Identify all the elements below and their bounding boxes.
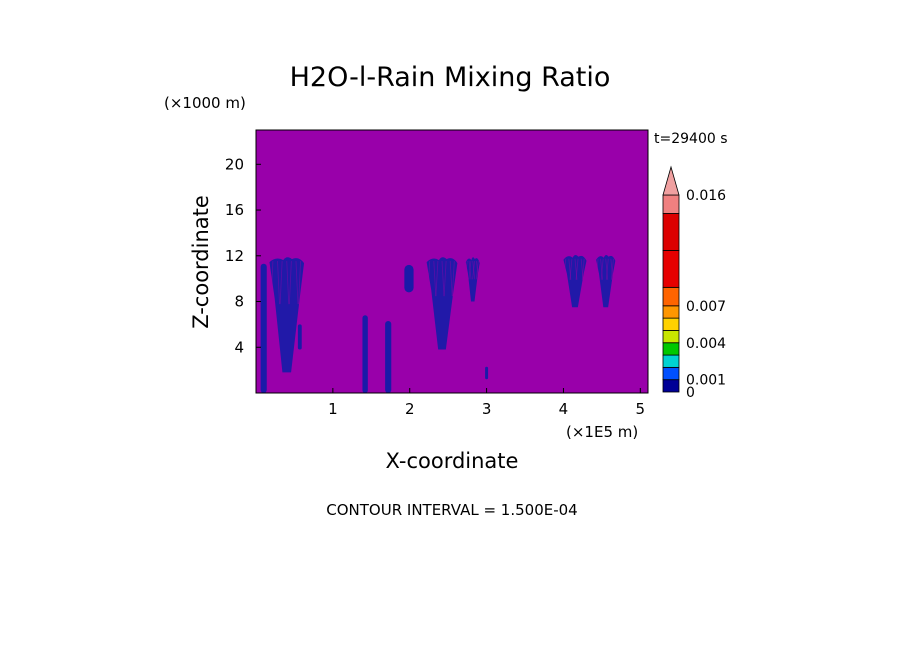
y-tick-label: 16 <box>225 201 244 219</box>
colorbar-swatch <box>662 379 680 393</box>
colorbar-tick-label: 0.016 <box>686 188 726 204</box>
rain-column <box>404 264 414 293</box>
x-tick-label: 1 <box>328 400 338 418</box>
y-axis: 4 8 12 16 20 <box>225 155 261 356</box>
rain-streak <box>472 261 476 280</box>
rain-streak <box>295 261 299 305</box>
rain-streak <box>435 261 439 297</box>
rain-column-shape <box>385 320 392 393</box>
rain-streak <box>451 261 455 297</box>
rain-column-shape <box>260 263 267 393</box>
rain-streak <box>449 261 453 297</box>
rain-column <box>260 263 267 393</box>
rain-column-shape <box>485 366 489 380</box>
rain-column-shape <box>563 255 587 308</box>
colorbar-swatch <box>662 354 680 368</box>
rain-streak <box>563 258 567 280</box>
rain-column-shape <box>465 257 480 302</box>
rain-streak <box>600 258 603 280</box>
rain-streak <box>441 261 445 297</box>
rain-streak <box>464 261 468 280</box>
time-label: t=29400 s <box>654 131 728 147</box>
y-tick-label: 4 <box>234 338 244 356</box>
rain-column <box>269 257 305 373</box>
rain-column <box>485 366 489 380</box>
y-axis-label: Z-coordinate <box>189 195 213 329</box>
rain-layer <box>260 255 616 393</box>
rain-streak <box>472 261 475 280</box>
x-tick-label: 5 <box>636 400 646 418</box>
colorbar-extend-triangle <box>662 165 680 196</box>
rain-streak <box>286 261 290 305</box>
rain-streak <box>610 258 614 280</box>
plot-frame <box>255 129 649 394</box>
colorbar-swatch <box>662 213 680 251</box>
colorbar-tick-label: 0.007 <box>686 299 726 315</box>
rain-streak <box>574 258 578 280</box>
y-tick-label: 12 <box>225 247 244 265</box>
rain-column-shape <box>426 257 458 350</box>
rain-streak <box>575 258 579 280</box>
rain-streak <box>580 258 584 280</box>
rain-streak <box>475 261 479 280</box>
y-tick-label: 8 <box>234 293 244 311</box>
rain-column <box>362 315 368 393</box>
rain-column-shape <box>362 315 368 393</box>
colorbar-swatch <box>662 317 680 331</box>
y-tick-label: 20 <box>225 155 244 173</box>
rain-column <box>563 255 587 308</box>
rain-streak <box>288 261 292 305</box>
rain-streak <box>277 261 280 305</box>
rain-streak <box>605 258 609 280</box>
rain-streak <box>568 258 572 280</box>
x-axis: 1 2 3 4 5 <box>328 388 645 418</box>
rain-streak <box>595 258 599 280</box>
rain-column-shape <box>596 255 616 308</box>
rain-streak <box>569 258 573 280</box>
colorbar-swatch <box>662 366 680 381</box>
rain-column <box>426 257 458 350</box>
colorbar-swatch <box>662 330 680 344</box>
plot-area <box>255 129 649 394</box>
x-tick-label: 4 <box>559 400 569 418</box>
rain-column-shape <box>404 264 414 293</box>
colorbar-swatch <box>662 305 680 319</box>
rain-streak <box>427 261 431 297</box>
rain-streak <box>611 258 614 280</box>
x-units-label: (×1E5 m) <box>566 423 638 441</box>
x-tick-label: 3 <box>482 400 492 418</box>
rain-column-shape <box>297 324 302 350</box>
colorbar-swatch <box>662 342 680 356</box>
rain-column <box>297 324 302 350</box>
rain-column-shape <box>269 257 305 373</box>
rain-streak <box>476 261 479 280</box>
rain-streak <box>468 261 472 280</box>
colorbar-swatch <box>662 286 680 307</box>
colorbar-swatch <box>662 250 680 288</box>
colorbar: 00.001 0.004 0.007 0.016 <box>662 165 726 401</box>
colorbar-tick-label: 0.001 <box>686 373 726 389</box>
colorbar-tick-label: 0.004 <box>686 336 726 352</box>
rain-column <box>464 257 480 302</box>
contour-interval-label: CONTOUR INTERVAL = 1.500E-04 <box>326 501 577 519</box>
rain-streak <box>468 261 472 280</box>
rain-streak <box>433 261 437 297</box>
rain-streak <box>279 261 283 305</box>
colorbar-tick-label: 0 <box>686 385 695 401</box>
rain-streak <box>581 258 585 280</box>
x-tick-label: 2 <box>405 400 415 418</box>
rain-streak <box>298 261 301 305</box>
chart-title: H2O-l-Rain Mixing Ratio <box>290 62 611 93</box>
rain-column <box>595 255 616 308</box>
y-units-label: (×1000 m) <box>164 94 246 112</box>
rain-streak <box>600 258 604 280</box>
colorbar-swatch <box>662 194 680 214</box>
x-axis-label: X-coordinate <box>386 449 519 473</box>
rain-streak <box>270 261 274 305</box>
rain-streak <box>443 261 447 297</box>
rain-streak <box>605 258 609 280</box>
rain-column <box>385 320 392 393</box>
